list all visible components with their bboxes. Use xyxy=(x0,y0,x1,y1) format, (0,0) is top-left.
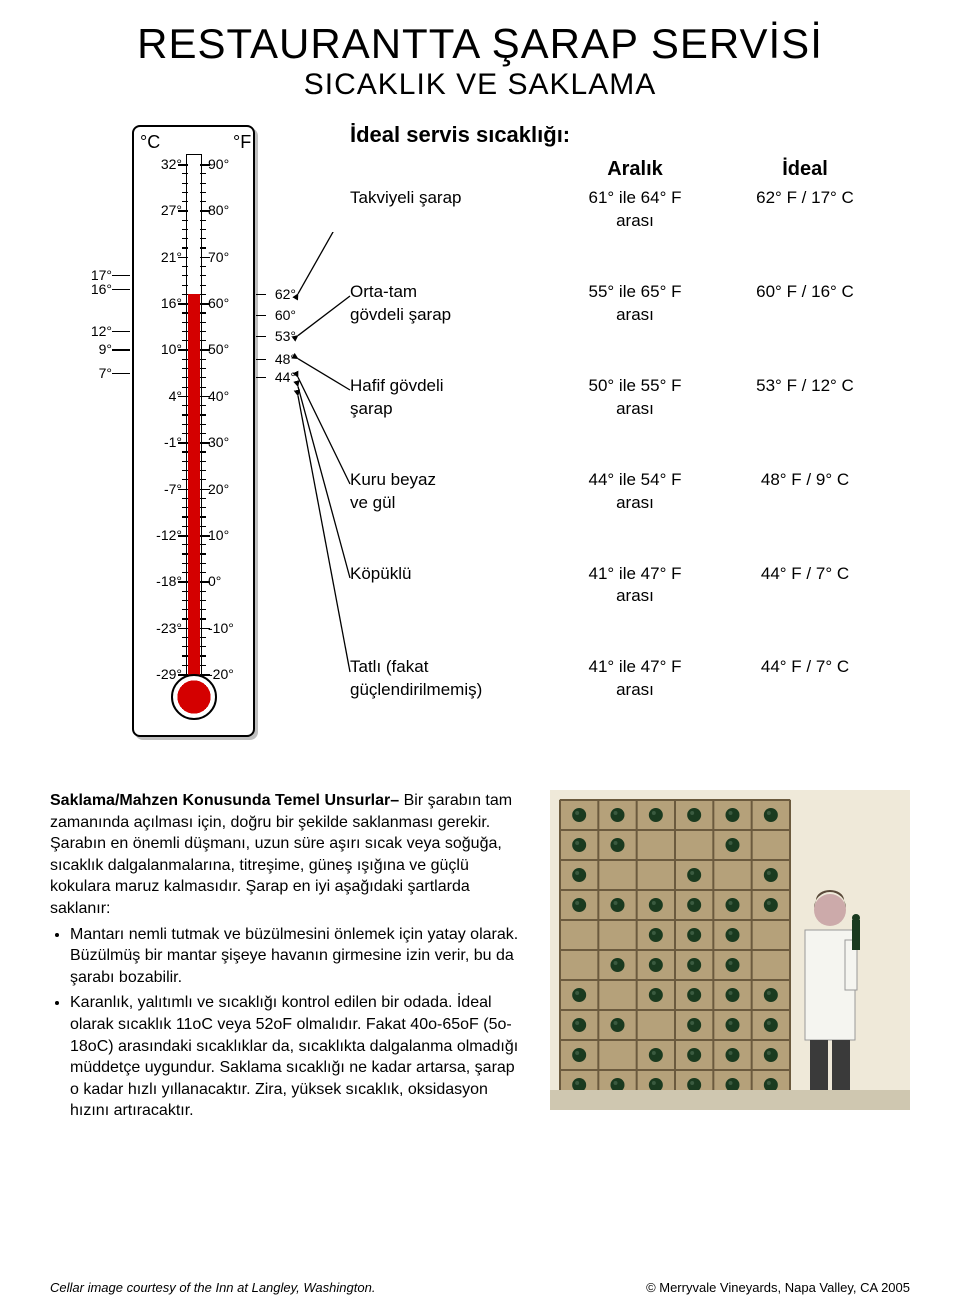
col-ideal-header: İdeal xyxy=(720,158,890,181)
side-right-label: 62° xyxy=(266,287,296,301)
mercury-icon xyxy=(188,294,200,687)
tick-c-label: 10° xyxy=(148,342,182,356)
wine-name-l2: güçlendirilmemiş) xyxy=(350,680,482,699)
range-value: 55° ile 65° F xyxy=(589,282,682,301)
lower-section: Saklama/Mahzen Konusunda Temel Unsurlar–… xyxy=(50,790,910,1126)
page-subtitle: SICAKLIK VE SAKLAMA xyxy=(50,68,910,102)
ideal-value: 48° F / 9° C xyxy=(761,470,849,489)
side-left-label: 9° xyxy=(82,342,112,356)
wine-name-l2: ve gül xyxy=(350,493,395,512)
thermometer: °C °F 32° 90° 27° 80° 21° 70° 16° 60° 10° 50° 4° 40… xyxy=(50,122,330,762)
ideal-value: 62° F / 17° C xyxy=(756,188,854,207)
side-right-label: 60° xyxy=(266,308,296,322)
serving-row: Kuru beyaz ve gül 44° ile 54° F arası 48° F … xyxy=(350,469,910,515)
wine-name-l2: şarap xyxy=(350,399,393,418)
range-arasi: arası xyxy=(616,586,654,605)
range-arasi: arası xyxy=(616,305,654,324)
range-value: 41° ile 47° F xyxy=(589,564,682,583)
tick-c-label: -23° xyxy=(148,621,182,635)
side-left-label: 16° xyxy=(82,282,112,296)
storage-bullet: Mantarı nemli tutmak ve büzülmesini önle… xyxy=(70,924,526,989)
side-left-label: 12° xyxy=(82,324,112,338)
tick-f-label: -10° xyxy=(208,621,242,635)
storage-bullet: Karanlık, yalıtımlı ve sıcaklığı kontrol… xyxy=(70,992,526,1122)
ideal-value: 53° F / 12° C xyxy=(756,376,854,395)
range-arasi: arası xyxy=(616,211,654,230)
unit-c-label: °C xyxy=(140,132,160,153)
serving-row: Hafif gövdeli şarap 50° ile 55° F arası 53° … xyxy=(350,375,910,421)
tick-f-label: 90° xyxy=(208,157,242,171)
wine-name-l2: gövdeli şarap xyxy=(350,305,451,324)
footer-right: © Merryvale Vineyards, Napa Valley, CA 2… xyxy=(646,1280,910,1295)
side-right-label: 44° xyxy=(266,370,296,384)
ideal-value: 44° F / 7° C xyxy=(761,657,849,676)
wine-name: Kuru beyaz xyxy=(350,470,436,489)
tick-c-label: -1° xyxy=(148,435,182,449)
tick-f-label: 30° xyxy=(208,435,242,449)
serving-table: İdeal servis sıcaklığı: Aralık İdeal Tak… xyxy=(330,122,910,750)
serving-row: Köpüklü 41° ile 47° F arası 44° F / 7° C xyxy=(350,563,910,609)
tick-c-label: 21° xyxy=(148,250,182,264)
serving-row: Takviyeli şarap 61° ile 64° F arası 62° F /… xyxy=(350,187,910,233)
tick-f-label: 80° xyxy=(208,203,242,217)
storage-para: Bir şarabın tam zamanında açılması için,… xyxy=(50,792,512,917)
range-arasi: arası xyxy=(616,399,654,418)
tick-f-label: 60° xyxy=(208,296,242,310)
tick-c-label: 16° xyxy=(148,296,182,310)
tick-f-label: 0° xyxy=(208,574,242,588)
wine-name: Takviyeli şarap xyxy=(350,188,462,207)
cellar-image xyxy=(550,790,910,1110)
tick-c-label: 4° xyxy=(148,389,182,403)
storage-heading: Saklama/Mahzen Konusunda Temel Unsurlar– xyxy=(50,792,399,809)
wine-name: Köpüklü xyxy=(350,564,411,583)
tick-f-label: 40° xyxy=(208,389,242,403)
tick-f-label: 10° xyxy=(208,528,242,542)
tick-f-label: -20° xyxy=(208,667,242,681)
tick-c-label: 27° xyxy=(148,203,182,217)
serving-heading: İdeal servis sıcaklığı: xyxy=(350,122,910,148)
range-value: 44° ile 54° F xyxy=(589,470,682,489)
tick-c-label: -29° xyxy=(148,667,182,681)
footer-left: Cellar image courtesy of the Inn at Lang… xyxy=(50,1280,375,1295)
col-range-header: Aralık xyxy=(550,158,720,181)
footer: Cellar image courtesy of the Inn at Lang… xyxy=(50,1280,910,1295)
page-title: RESTAURANTTA ŞARAP SERVİSİ xyxy=(50,20,910,68)
range-arasi: arası xyxy=(616,493,654,512)
main-row: °C °F 32° 90° 27° 80° 21° 70° 16° 60° 10° 50° 4° 40… xyxy=(50,122,910,762)
range-value: 41° ile 47° F xyxy=(589,657,682,676)
unit-f-label: °F xyxy=(233,132,251,153)
wine-name: Tatlı (fakat xyxy=(350,657,428,676)
tick-c-label: -18° xyxy=(148,574,182,588)
tick-f-label: 20° xyxy=(208,482,242,496)
side-right-label: 53° xyxy=(266,329,296,343)
tick-c-label: 32° xyxy=(148,157,182,171)
side-left-label: 7° xyxy=(82,366,112,380)
range-value: 61° ile 64° F xyxy=(589,188,682,207)
tick-c-label: -12° xyxy=(148,528,182,542)
tick-f-label: 70° xyxy=(208,250,242,264)
storage-text: Saklama/Mahzen Konusunda Temel Unsurlar–… xyxy=(50,790,526,1126)
range-arasi: arası xyxy=(616,680,654,699)
side-left-label: 17° xyxy=(82,268,112,282)
ideal-value: 60° F / 16° C xyxy=(756,282,854,301)
ideal-value: 44° F / 7° C xyxy=(761,564,849,583)
side-right-label: 48° xyxy=(266,352,296,366)
tick-f-label: 50° xyxy=(208,342,242,356)
wine-name: Orta-tam xyxy=(350,282,417,301)
range-value: 50° ile 55° F xyxy=(589,376,682,395)
serving-row: Tatlı (fakat güçlendirilmemiş) 41° ile 47°… xyxy=(350,656,910,702)
wine-name: Hafif gövdeli xyxy=(350,376,444,395)
serving-row: Orta-tam gövdeli şarap 55° ile 65° F arası 6… xyxy=(350,281,910,327)
tick-c-label: -7° xyxy=(148,482,182,496)
